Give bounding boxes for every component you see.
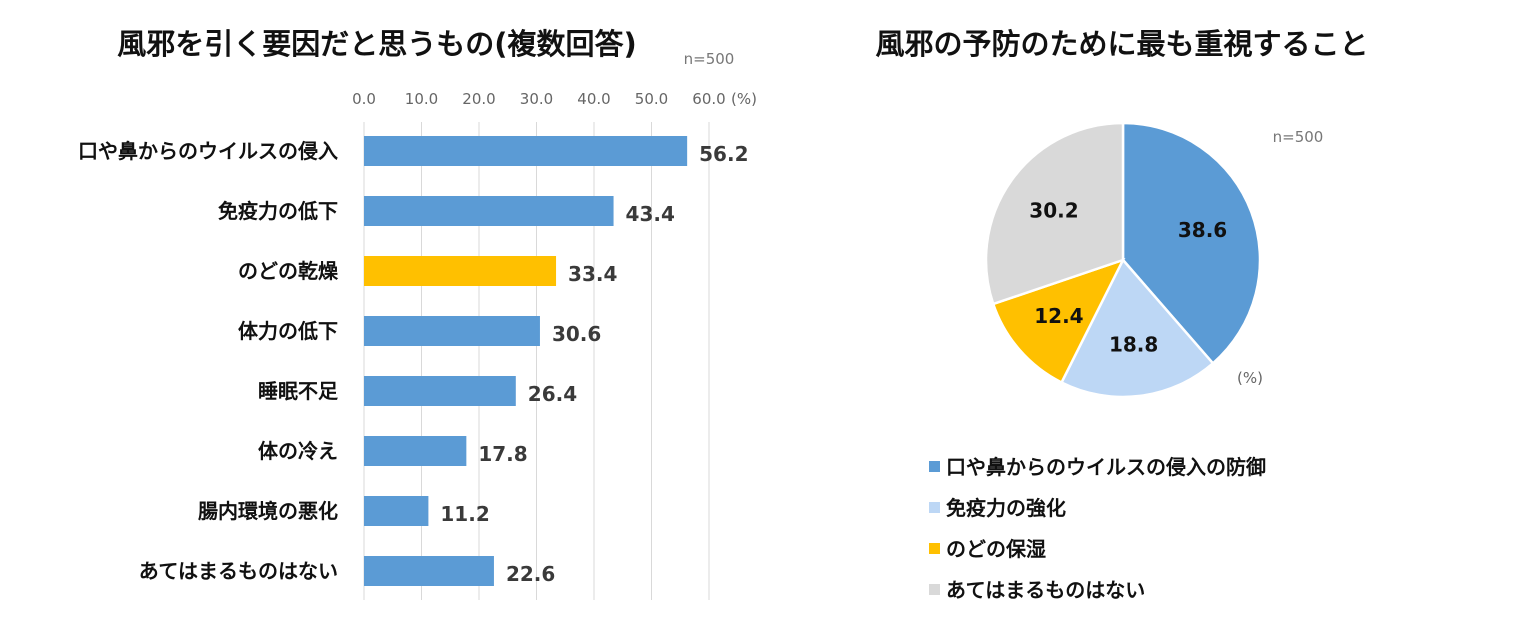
data-label: 17.8 — [478, 442, 527, 466]
pie-slice — [984, 121, 1125, 306]
category-label: 睡眠不足 — [258, 379, 339, 403]
bar — [364, 196, 614, 226]
legend-label: のどの保湿 — [946, 537, 1046, 561]
bar — [364, 136, 688, 166]
pie-data-label: 38.6 — [1178, 218, 1227, 242]
x-tick-label: 40.0 — [577, 90, 610, 108]
pie-data-label: 18.8 — [1109, 332, 1158, 356]
bar — [364, 316, 540, 346]
pie-data-label: 30.2 — [1029, 199, 1078, 223]
x-tick-label: 50.0 — [635, 90, 668, 108]
data-label: 26.4 — [528, 382, 577, 406]
legend-swatch — [929, 502, 940, 513]
pie-slice — [1121, 121, 1262, 366]
bar-unit-label: (%) — [731, 90, 757, 108]
data-label: 43.4 — [626, 202, 675, 226]
x-tick-label: 60.0 — [692, 90, 725, 108]
bar — [364, 496, 429, 526]
category-label: 腸内環境の悪化 — [198, 499, 338, 523]
legend-label: 口や鼻からのウイルスの侵入の防御 — [946, 455, 1266, 479]
pie-data-label: 12.4 — [1034, 304, 1083, 328]
bar — [364, 376, 516, 406]
category-label: 免疫力の低下 — [218, 199, 338, 223]
pie-chart-title: 風邪の予防のために最も重視すること — [875, 27, 1368, 61]
bar-chart-title: 風邪を引く要因だと思うもの(複数回答) — [117, 27, 637, 61]
pie-slice — [991, 257, 1126, 385]
data-label: 22.6 — [506, 562, 555, 586]
pie-chart-note: n=500 — [1273, 128, 1324, 146]
bar — [364, 256, 557, 286]
legend-swatch — [929, 543, 940, 554]
category-label: 体力の低下 — [238, 319, 338, 343]
data-label: 33.4 — [568, 262, 617, 286]
category-label: 口や鼻からのウイルスの侵入 — [78, 139, 338, 163]
category-label: 体の冷え — [258, 439, 338, 463]
bar-chart-note: n=500 — [684, 50, 735, 68]
x-tick-label: 30.0 — [520, 90, 553, 108]
category-label: あてはまるものはない — [139, 559, 338, 583]
legend-swatch — [929, 461, 940, 472]
x-tick-label: 0.0 — [352, 90, 376, 108]
data-label: 11.2 — [440, 502, 489, 526]
legend-swatch — [929, 584, 940, 595]
pie-unit-label: (%) — [1237, 369, 1263, 387]
legend-label: あてはまるものはない — [946, 578, 1145, 602]
category-label: のどの乾燥 — [238, 259, 339, 283]
bar — [364, 436, 467, 466]
bar — [364, 556, 494, 586]
x-tick-label: 20.0 — [462, 90, 495, 108]
pie-slice — [1059, 257, 1215, 399]
legend-label: 免疫力の強化 — [946, 496, 1066, 520]
data-label: 56.2 — [699, 142, 748, 166]
x-tick-label: 10.0 — [405, 90, 438, 108]
data-label: 30.6 — [552, 322, 601, 346]
